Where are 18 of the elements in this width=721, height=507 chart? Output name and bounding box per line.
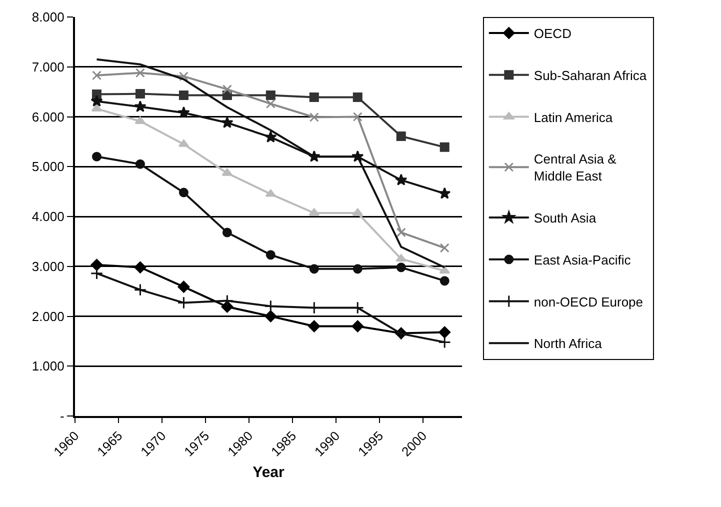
- y-tick-label: 8.000: [32, 10, 64, 25]
- legend-label: East Asia-Pacific: [534, 252, 632, 268]
- legend-label: Sub-Saharan Africa: [534, 68, 648, 83]
- y-tick-label: 3.000: [32, 258, 64, 274]
- y-tick-label: 4.000: [32, 209, 64, 224]
- legend-label: OECD: [534, 26, 572, 42]
- legend-label: Central Asia & Middle East: [534, 152, 617, 184]
- legend-label: North Africa: [534, 336, 603, 352]
- legend-label: non-OECD Europe: [534, 294, 644, 310]
- legend-label: Latin America: [534, 110, 614, 125]
- y-tick-label: 7.000: [32, 59, 64, 74]
- y-tick-label: 6.000: [32, 109, 64, 124]
- y-tick-label: 2.000: [32, 308, 64, 324]
- legend-label: South Asia: [534, 210, 597, 226]
- y-tick-label: 1.000: [32, 358, 64, 374]
- y-tick-label: 5.000: [32, 159, 64, 174]
- y-tick-label: -: [60, 408, 64, 424]
- x-axis-title: Year: [252, 464, 285, 481]
